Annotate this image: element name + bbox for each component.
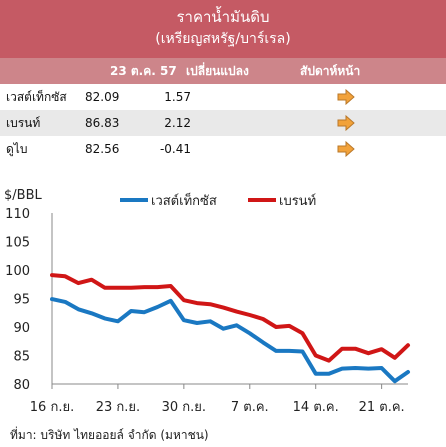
y-axis-label: $/BBL: [4, 188, 42, 203]
x-tick-label: 14 ต.ค.: [293, 400, 339, 415]
series-line-wti: [50, 297, 410, 384]
right-arrow-icon: [337, 141, 355, 157]
y-tick-label: 95: [13, 293, 30, 308]
x-tick-label: 23 ก.ย.: [96, 400, 140, 415]
y-tick-label: 105: [5, 236, 30, 251]
series-line-brent: [50, 273, 410, 363]
right-arrow-icon: [337, 89, 355, 105]
x-tick-label: 21 ต.ค.: [359, 400, 405, 415]
legend-label: เบรนท์: [279, 193, 316, 209]
table-title: ราคาน้ำมันดิบ: [176, 8, 270, 26]
table-row: ดูไบ 82.56 -0.41: [0, 136, 446, 162]
column-headers: 23 ต.ค. 57 เปลี่ยนแปลง สัปดาห์หน้า: [0, 58, 446, 84]
y-tick-label: 110: [5, 207, 30, 222]
x-tick-label: 30 ก.ย.: [162, 400, 206, 415]
oil-price-table: ราคาน้ำมันดิบ (เหรียญสหรัฐ/บาร์เรล) 23 ต…: [0, 0, 446, 162]
header-next-week: สัปดาห์หน้า: [300, 63, 361, 78]
crude-price: 82.56: [85, 142, 120, 156]
table-header: ราคาน้ำมันดิบ (เหรียญสหรัฐ/บาร์เรล): [0, 0, 446, 58]
crude-change: 2.12: [164, 116, 191, 130]
oil-price-chart: $/BBL 80 85 90 95 100 105 110 16 ก.ย. 23 ก.ย. 30 ก…: [4, 188, 410, 415]
legend-label: เวสต์เท็กซัส: [151, 191, 217, 209]
crude-name: ดูไบ: [6, 141, 28, 156]
crude-change: 1.57: [164, 90, 191, 104]
y-tick-label: 80: [13, 378, 30, 393]
header-date: 23 ต.ค. 57: [110, 63, 177, 78]
crude-price: 82.09: [85, 90, 120, 104]
crude-name: เวสต์เท็กซัส: [6, 89, 67, 104]
crude-price: 86.83: [85, 116, 120, 130]
source-note: ที่มา: บริษัท ไทยออยล์ จำกัด (มหาชน): [10, 428, 209, 442]
y-tick-label: 100: [5, 264, 30, 279]
table-subtitle: (เหรียญสหรัฐ/บาร์เรล): [155, 31, 291, 47]
x-tick-label: 16 ก.ย.: [30, 400, 74, 415]
table-row: เบรนท์ 86.83 2.12: [0, 110, 446, 136]
header-change: เปลี่ยนแปลง: [186, 63, 249, 78]
crude-name: เบรนท์: [6, 115, 41, 130]
y-tick-label: 90: [13, 321, 30, 336]
table-row: เวสต์เท็กซัส 82.09 1.57: [0, 84, 446, 110]
y-tick-label: 85: [13, 350, 30, 365]
right-arrow-icon: [337, 115, 355, 131]
crude-change: -0.41: [159, 142, 191, 156]
x-tick-label: 7 ต.ค.: [231, 400, 269, 415]
